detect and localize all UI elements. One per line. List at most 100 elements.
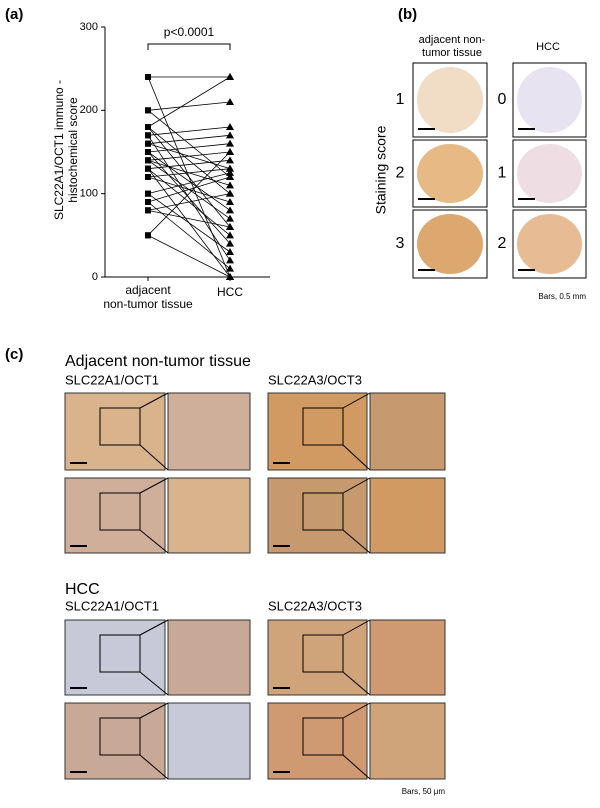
adjacent-point bbox=[145, 140, 151, 147]
pair-line bbox=[147, 143, 231, 153]
adjacent-point bbox=[145, 74, 151, 80]
micrograph bbox=[267, 619, 368, 696]
inset-link bbox=[139, 671, 169, 696]
inset-link bbox=[342, 754, 371, 780]
tissue-core bbox=[417, 67, 483, 133]
bracket bbox=[147, 43, 231, 50]
micrograph bbox=[64, 392, 166, 471]
pair-line bbox=[147, 159, 231, 170]
adjacent-point bbox=[145, 232, 151, 239]
tissue-core bbox=[417, 214, 483, 274]
marker-label: SLC22A3/OCT3 bbox=[268, 372, 362, 387]
y-tick-label: 200 bbox=[80, 104, 98, 116]
staining-score: 2 bbox=[396, 165, 405, 182]
annotation: p<0.0001 bbox=[164, 25, 215, 39]
hcc-point bbox=[226, 173, 234, 180]
hcc-point bbox=[226, 239, 234, 247]
hcc-point bbox=[226, 164, 234, 172]
pair-line bbox=[147, 126, 231, 194]
adjacent-point bbox=[145, 174, 151, 180]
adjacent-point bbox=[145, 107, 151, 114]
micrograph-zoom bbox=[369, 392, 446, 471]
staining-score: 1 bbox=[498, 165, 507, 182]
x-tick-label: non-tumor tissue bbox=[103, 297, 193, 311]
micrograph bbox=[267, 477, 368, 554]
inset-link bbox=[139, 477, 169, 494]
micrograph-zoom bbox=[369, 702, 446, 780]
pair-line bbox=[147, 134, 231, 145]
staining-score: 3 bbox=[396, 235, 405, 252]
marker-label: SLC22A1/OCT1 bbox=[65, 372, 159, 387]
hcc-point bbox=[226, 189, 234, 197]
column-header: HCC bbox=[536, 41, 560, 53]
hcc-point bbox=[226, 131, 234, 139]
marker-label: SLC22A3/OCT3 bbox=[268, 598, 362, 613]
pair-line bbox=[147, 193, 231, 211]
tissue-core bbox=[517, 144, 582, 203]
hcc-point bbox=[226, 181, 234, 189]
inset-box bbox=[99, 634, 141, 673]
hcc-point bbox=[226, 206, 234, 214]
adjacent-point bbox=[145, 149, 151, 155]
y-axis-label: histochemical score bbox=[66, 97, 80, 203]
tissue-core bbox=[517, 67, 582, 133]
micrograph-zoom bbox=[369, 477, 446, 554]
y-tick-label: 0 bbox=[92, 271, 98, 283]
inset-box bbox=[302, 407, 344, 446]
pair-line bbox=[147, 151, 231, 161]
panel-label: (c) bbox=[5, 346, 23, 363]
micrograph-zoom bbox=[167, 392, 251, 471]
micrograph-zoom bbox=[167, 619, 251, 696]
inset-box bbox=[302, 634, 344, 673]
inset-link bbox=[139, 754, 169, 780]
inset-link bbox=[342, 671, 371, 696]
pair-line bbox=[147, 168, 231, 178]
section-title: HCC bbox=[65, 581, 100, 598]
hcc-point bbox=[226, 223, 234, 230]
hcc-point bbox=[226, 156, 234, 164]
inset-link bbox=[342, 702, 371, 719]
panel-label: (b) bbox=[398, 6, 417, 23]
panel-label: (a) bbox=[5, 6, 23, 23]
row-axis-label: Staining score bbox=[373, 125, 389, 214]
adjacent-point bbox=[145, 190, 151, 197]
pair-line bbox=[147, 151, 231, 211]
inset-link bbox=[342, 392, 371, 409]
tissue-core bbox=[417, 144, 483, 203]
pair-line bbox=[147, 234, 231, 278]
inset-box bbox=[99, 492, 141, 531]
tissue-core bbox=[517, 214, 582, 274]
hcc-point bbox=[226, 256, 234, 264]
micrograph bbox=[64, 619, 166, 696]
staining-score: 1 bbox=[396, 91, 405, 108]
micrograph-zoom bbox=[369, 619, 446, 696]
hcc-point bbox=[226, 73, 234, 80]
pair-line bbox=[147, 172, 231, 195]
y-tick-label: 100 bbox=[80, 188, 98, 200]
pair-line bbox=[147, 151, 231, 236]
pair-line bbox=[147, 126, 231, 136]
adjacent-point bbox=[145, 124, 151, 130]
inset-link bbox=[139, 619, 169, 636]
hcc-point bbox=[226, 231, 234, 239]
column-header: adjacent non- bbox=[419, 34, 486, 46]
marker-label: SLC22A1/OCT1 bbox=[65, 598, 159, 613]
pair-line bbox=[147, 101, 231, 111]
adjacent-point bbox=[145, 207, 151, 214]
staining-score: 2 bbox=[498, 235, 507, 252]
pair-line bbox=[147, 110, 231, 178]
x-tick-label: adjacent bbox=[125, 283, 171, 297]
micrograph bbox=[267, 702, 368, 780]
inset-link bbox=[139, 529, 169, 554]
micrograph-zoom bbox=[167, 477, 251, 554]
adjacent-point bbox=[145, 165, 151, 172]
hcc-point bbox=[226, 273, 234, 280]
micrograph bbox=[64, 477, 166, 554]
hcc-point bbox=[226, 148, 234, 155]
inset-box bbox=[302, 717, 344, 756]
micrograph bbox=[64, 702, 166, 780]
hcc-point bbox=[226, 123, 234, 130]
inset-box bbox=[99, 717, 141, 756]
